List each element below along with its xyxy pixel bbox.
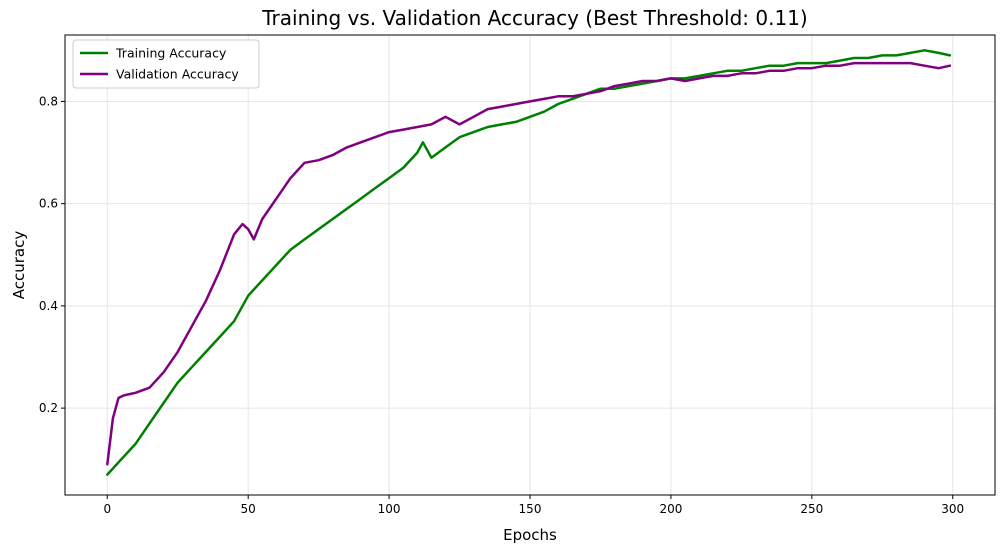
y-tick-label: 0.2: [39, 401, 58, 415]
x-tick-label: 200: [659, 502, 682, 516]
x-tick-label: 250: [800, 502, 823, 516]
legend-label-validation: Validation Accuracy: [116, 67, 239, 82]
x-tick-label: 300: [941, 502, 964, 516]
legend-label-training: Training Accuracy: [115, 46, 227, 61]
x-axis-label: Epochs: [503, 526, 557, 544]
x-tick-label: 100: [378, 502, 401, 516]
x-tick-label: 0: [103, 502, 111, 516]
y-tick-label: 0.8: [39, 94, 58, 108]
legend: Training Accuracy Validation Accuracy: [72, 39, 260, 89]
grid-lines: [65, 35, 995, 495]
x-tick-label: 150: [519, 502, 542, 516]
chart-title: Training vs. Validation Accuracy (Best T…: [261, 6, 807, 30]
y-tick-label: 0.6: [39, 197, 58, 211]
series-lines: [106, 49, 952, 476]
y-tick-label: 0.4: [39, 299, 58, 313]
y-axis-label: Accuracy: [10, 231, 28, 300]
validation-accuracy-line: [106, 61, 952, 466]
training-accuracy-line: [106, 49, 952, 476]
legend-box: [72, 39, 260, 89]
x-tick-label: 50: [241, 502, 256, 516]
axis-ticks: 0 50 100 150 200 250 300 0.2 0.4 0.6 0.8: [39, 94, 964, 516]
